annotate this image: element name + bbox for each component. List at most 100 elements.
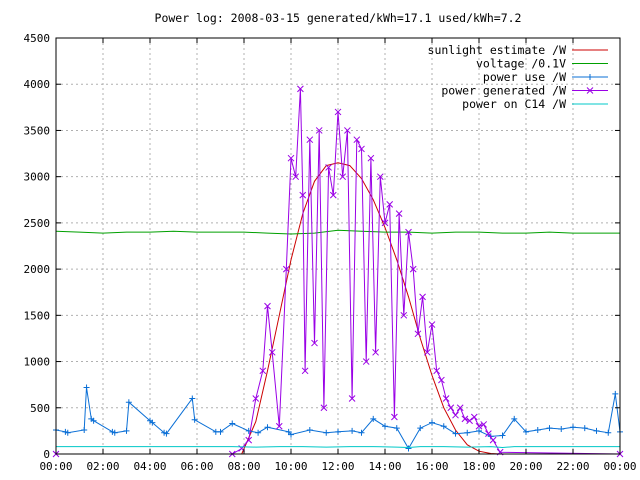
x-tick-label: 00:00 bbox=[39, 460, 72, 473]
series-point bbox=[581, 425, 588, 432]
series-point bbox=[612, 390, 619, 397]
series-point bbox=[245, 436, 253, 444]
series-line bbox=[56, 446, 620, 449]
series-point bbox=[282, 265, 290, 273]
series-point bbox=[419, 293, 426, 301]
series-sunlight-estimate-w bbox=[56, 162, 620, 455]
series-point bbox=[320, 404, 328, 412]
series-point bbox=[111, 429, 118, 436]
series-point bbox=[306, 136, 314, 144]
series-line bbox=[55, 229, 620, 235]
y-tick-label: 1500 bbox=[24, 309, 51, 322]
series-point bbox=[189, 395, 196, 402]
series-point bbox=[499, 432, 506, 439]
legend-label: power on C14 /W bbox=[462, 97, 566, 111]
series-point bbox=[534, 426, 541, 433]
series-point bbox=[417, 425, 424, 432]
y-axis: 0 500 1000 1500 2000 2500 3000 3500 4000 4500 bbox=[24, 32, 620, 461]
series-point bbox=[393, 425, 400, 432]
series-point bbox=[370, 415, 377, 422]
series-point bbox=[353, 136, 361, 144]
x-tick-label: 16:00 bbox=[415, 460, 448, 473]
series-point bbox=[149, 419, 156, 426]
x-tick-label: 12:00 bbox=[321, 460, 354, 473]
grid bbox=[56, 38, 620, 454]
series-power-on-c14-w bbox=[56, 446, 620, 449]
series-point bbox=[325, 164, 332, 171]
series-point bbox=[301, 367, 309, 375]
series-point bbox=[409, 265, 417, 273]
series-point bbox=[64, 429, 71, 436]
series-point bbox=[287, 154, 295, 162]
series-power-use-w bbox=[53, 384, 623, 452]
series-point bbox=[163, 430, 170, 437]
series-point bbox=[329, 191, 337, 199]
series-point bbox=[376, 173, 384, 181]
legend-label: power generated /W bbox=[441, 84, 566, 98]
legend-label: power use /W bbox=[483, 70, 566, 84]
series-point bbox=[288, 431, 294, 438]
series-point bbox=[323, 429, 330, 436]
series-point bbox=[125, 399, 132, 406]
y-tick-label: 3500 bbox=[24, 124, 51, 137]
series-point bbox=[429, 419, 435, 426]
series-point bbox=[570, 424, 576, 431]
series-point bbox=[414, 330, 422, 338]
chart-title: Power log: 2008-03-15 generated/kWh=17.1… bbox=[155, 11, 522, 25]
series-point bbox=[83, 384, 90, 391]
series-point bbox=[546, 425, 553, 432]
series-point bbox=[358, 145, 365, 153]
series-point bbox=[259, 367, 267, 375]
series-point bbox=[123, 427, 130, 434]
y-tick-label: 2000 bbox=[24, 263, 51, 276]
series-power-generated-w bbox=[52, 85, 624, 458]
series-point bbox=[264, 424, 271, 431]
series-point bbox=[315, 127, 323, 134]
series-point bbox=[558, 426, 565, 433]
series-voltage-0-1v bbox=[55, 229, 620, 235]
series-layer bbox=[52, 85, 624, 458]
series-point bbox=[485, 430, 492, 438]
series-point bbox=[344, 127, 351, 134]
series-point bbox=[372, 348, 379, 356]
series-point bbox=[511, 415, 518, 422]
series-point bbox=[255, 429, 262, 436]
series-point bbox=[452, 411, 459, 419]
series-point bbox=[264, 302, 271, 310]
series-point bbox=[299, 191, 307, 199]
series-point bbox=[400, 311, 408, 319]
series-point bbox=[268, 348, 276, 356]
x-tick-label: 18:00 bbox=[462, 460, 495, 473]
series-point bbox=[433, 367, 441, 375]
series-point bbox=[362, 358, 370, 365]
series-point bbox=[456, 404, 464, 412]
series-point bbox=[428, 321, 436, 328]
series-point bbox=[311, 339, 318, 347]
series-point bbox=[391, 413, 398, 421]
series-point bbox=[475, 422, 483, 430]
y-tick-label: 1000 bbox=[24, 356, 51, 369]
series-point bbox=[480, 421, 488, 428]
series-point bbox=[386, 201, 394, 208]
series-point bbox=[339, 173, 347, 181]
series-point bbox=[292, 173, 300, 181]
y-tick-label: 0 bbox=[43, 448, 50, 461]
x-axis: 00:00 02:00 04:00 06:00 08:00 10:00 12:00 14:00… bbox=[39, 38, 637, 473]
series-point bbox=[442, 395, 450, 402]
series-point bbox=[470, 413, 478, 421]
x-tick-label: 06:00 bbox=[180, 460, 213, 473]
series-point bbox=[335, 428, 341, 435]
series-point bbox=[461, 415, 469, 423]
series-point bbox=[464, 429, 471, 436]
legend-label: voltage /0.1V bbox=[476, 57, 566, 71]
series-point bbox=[382, 423, 388, 430]
legend-marker bbox=[586, 87, 594, 94]
x-tick-label: 20:00 bbox=[509, 460, 542, 473]
series-point bbox=[252, 395, 260, 402]
series-point bbox=[358, 429, 365, 436]
series-point bbox=[306, 426, 313, 433]
series-point bbox=[466, 417, 473, 425]
series-point bbox=[217, 428, 224, 435]
